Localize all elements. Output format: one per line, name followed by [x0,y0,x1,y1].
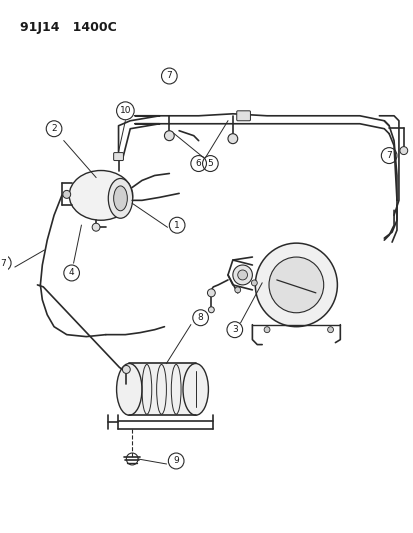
Text: 8: 8 [197,313,203,322]
Circle shape [234,287,240,293]
FancyBboxPatch shape [236,111,250,121]
Circle shape [232,265,252,285]
Text: 5: 5 [207,159,213,168]
Text: 9: 9 [173,456,179,465]
Circle shape [63,190,71,198]
Ellipse shape [183,364,208,415]
Circle shape [164,131,174,141]
Circle shape [268,257,323,313]
Circle shape [255,243,337,327]
Ellipse shape [114,186,127,211]
Ellipse shape [108,179,133,218]
Circle shape [208,307,214,313]
Text: 2: 2 [51,124,57,133]
Text: 6: 6 [195,159,201,168]
Text: 4: 4 [69,269,74,278]
Circle shape [228,134,237,144]
FancyBboxPatch shape [114,152,123,160]
Circle shape [327,327,332,333]
Text: 7: 7 [166,71,172,80]
FancyBboxPatch shape [129,364,195,415]
Circle shape [399,147,407,155]
Text: 7: 7 [0,259,6,268]
Circle shape [122,366,130,374]
Ellipse shape [116,364,142,415]
Ellipse shape [69,171,133,220]
Text: 3: 3 [231,325,237,334]
Text: 1: 1 [174,221,180,230]
Text: 10: 10 [119,106,131,115]
Circle shape [207,289,215,297]
Text: 91J14   1400C: 91J14 1400C [20,21,116,34]
Circle shape [263,327,269,333]
Circle shape [237,270,247,280]
Text: 7: 7 [385,151,391,160]
Circle shape [92,223,100,231]
Circle shape [251,280,256,286]
